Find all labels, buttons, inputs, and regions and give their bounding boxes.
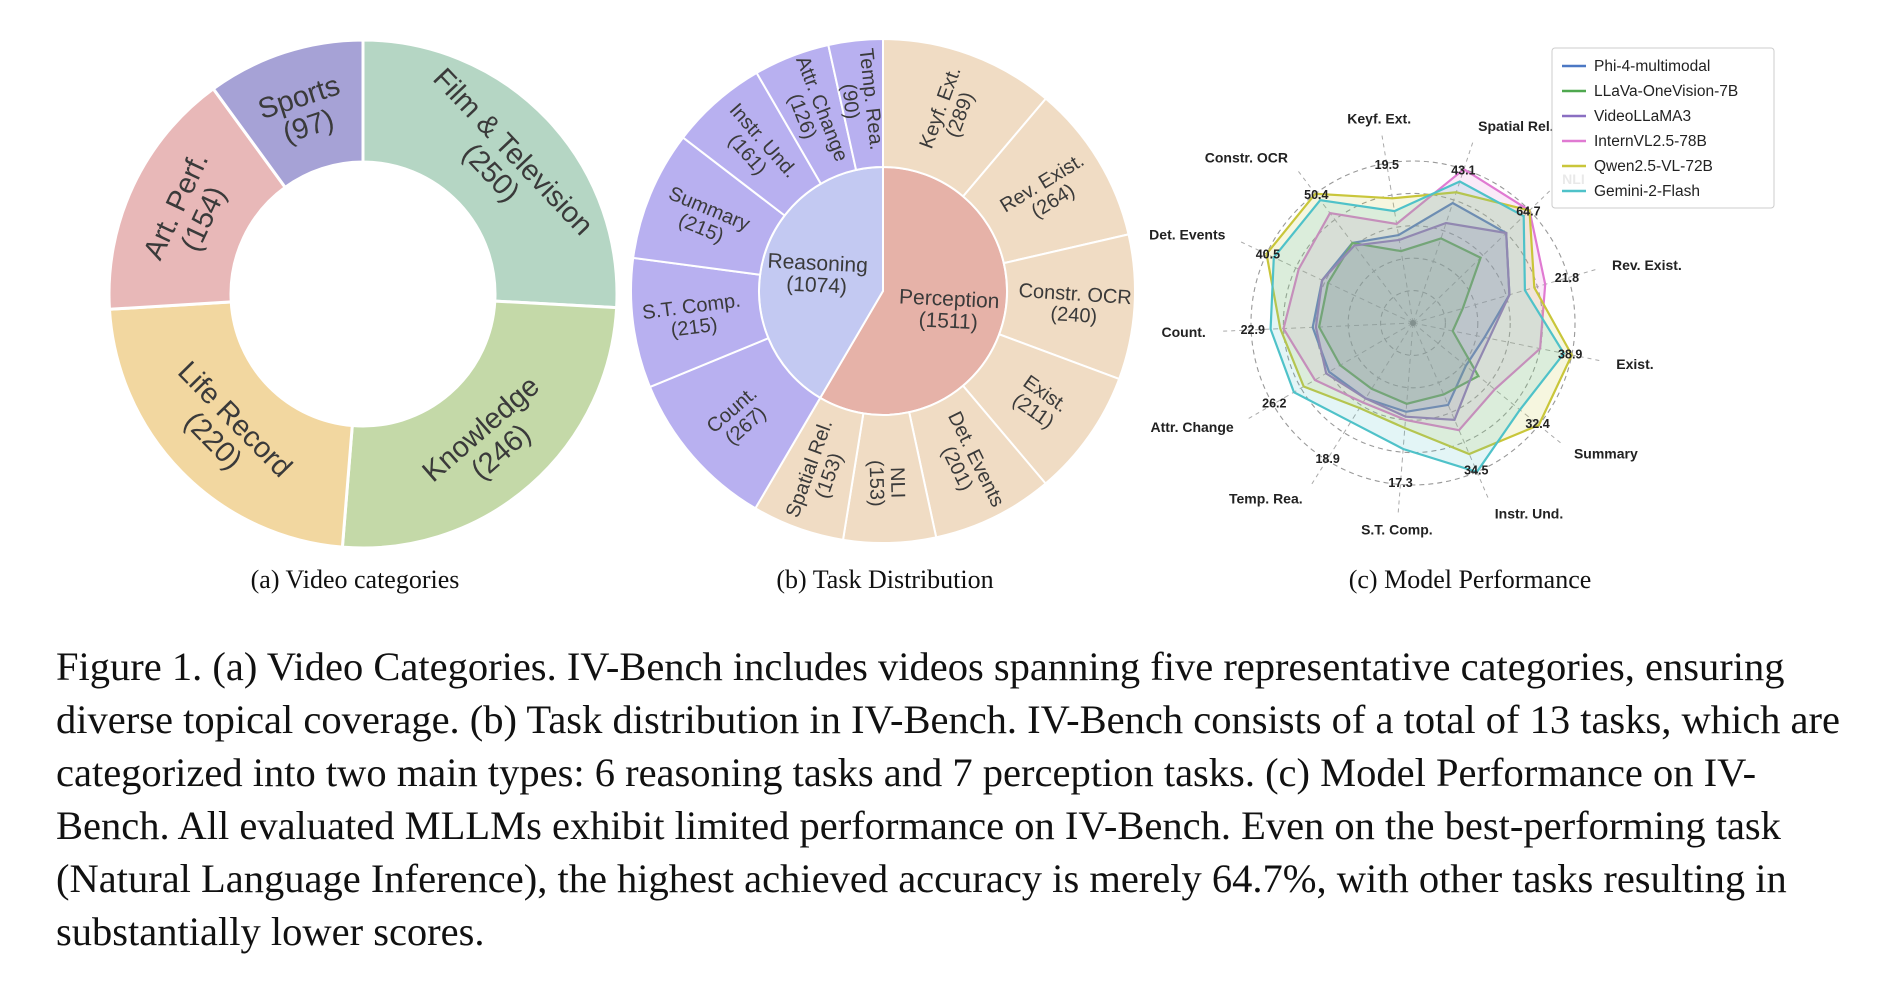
radar-axis-label-attr-change: Attr. Change [1150,419,1233,435]
donut-slice-sports [211,38,365,190]
radar-series-videollama3 [1314,221,1511,421]
video-categories-donut: Film & Television(250)Knowledge(246)Life… [107,38,619,550]
radar-axis-label-count: Count. [1162,324,1206,340]
donut-slice-life-record [107,300,354,549]
radar-axis-label-constr-ocr: Constr. OCR [1205,150,1288,166]
radar-max-label-spatial-rel: 43.1 [1451,164,1475,178]
radar-spoke [1412,322,1540,426]
legend-entry-internvl2-5-78b: InternVL2.5-78B [1594,133,1707,150]
radar-leader [1476,471,1489,499]
radar-spoke [1412,210,1530,324]
radar-max-label-summary: 32.4 [1525,417,1549,431]
radar-series-llava-onevision-7b [1317,237,1482,405]
radar-legend: Phi-4-multimodal LLaVa-OneVision-7B VideoL… [1551,47,1775,209]
radar-leader [1538,424,1562,444]
radar-spoke [1272,322,1414,405]
radar-max-label-attr-change: 26.2 [1262,397,1286,411]
figure-caption: Figure 1. (a) Video Categories. IV-Bench… [56,644,1840,954]
radar-max-label-nli: 64.7 [1516,205,1540,219]
panel-caption-c: (c) Model Performance [1348,565,1592,594]
radar-spoke [1251,322,1414,331]
radar-max-label-keyf-ext: 19.5 [1375,158,1399,172]
radar-grid-ring [1380,290,1446,356]
radar-series-phi-4-multimodal [1311,201,1511,413]
radar-max-label-det-events: 40.5 [1256,248,1280,262]
radar-grid-ring [1347,257,1479,389]
radar-leader [1397,484,1401,514]
radar-axis-label-summary: Summary [1574,446,1638,462]
radar-leader [1381,134,1388,164]
inner-label-reasoning: Reasoning(1074) [766,250,868,300]
outer-label-temp-rea: Temp. Rea.(90) [834,47,888,153]
radar-spoke [1386,163,1414,324]
outer-slice-temp-rea [827,37,884,172]
radar-series-internvl2-5-78b [1282,167,1547,432]
radar-spoke [1266,253,1414,324]
radar-series-qwen2-5-vl-72b [1265,191,1574,456]
radar-max-label-s-t-comp: 17.3 [1388,476,1412,490]
model-performance-radar: 64.7 21.8 38.9 32.4 34.5 17.3 18.9 26.2 22.9 40.5… [1149,47,1775,538]
radar-grid-ring [1250,160,1576,486]
radar-axis-label-instr-und: Instr. Und. [1495,506,1563,522]
panel-caption-a: (a) Video categories [250,565,460,594]
legend-entry-phi-4-multimodal: Phi-4-multimodal [1594,58,1710,75]
radar-leader [1239,241,1267,255]
radar-axis-label-temp-rea: Temp. Rea. [1229,491,1303,507]
radar-axis-label-spatial-rel: Spatial Rel. [1478,118,1553,134]
radar-spoke [1326,322,1414,461]
legend-entry-videollama3: VideoLLaMA3 [1594,108,1691,125]
legend-entry-gemini-2-flash: Gemini-2-Flash [1594,183,1700,200]
radar-leader [1247,403,1274,420]
task-distribution-sunburst: Perception(1511)Reasoning(1074)Keyf. Ext… [630,37,1136,544]
panel-caption-b: (b) Task Distribution [776,565,994,594]
legend-entry-qwen2-5-vl-72b: Qwen2.5-VL-72B [1594,158,1713,175]
legend-entry-llava-onevision-7b: LLaVa-OneVision-7B [1594,83,1738,100]
radar-axis-label-keyf-ext: Keyf. Ext. [1347,110,1411,126]
radar-leader [1568,268,1597,278]
radar-spoke [1412,322,1478,473]
radar-max-label-exist: 38.9 [1558,348,1582,362]
radar-max-label-temp-rea: 18.9 [1315,452,1339,466]
radar-leader [1529,189,1551,211]
radar-center [1410,320,1416,326]
radar-max-label-instr-und: 34.5 [1464,463,1488,477]
radar-spoke [1314,193,1414,324]
outer-label-nli: NLI(153) [865,459,909,507]
radar-grid-ring [1315,225,1511,421]
radar-leader [1221,329,1252,332]
radar-spoke [1412,277,1569,324]
radar-leader [1571,354,1601,362]
radar-axis-label-s-t-comp: S.T. Comp. [1361,522,1433,538]
donut-slice-film-television [361,38,619,310]
inner-label-perception: Perception(1511) [898,285,1000,335]
donut-slice-art-perf [107,86,288,311]
legend-box [1551,47,1775,209]
radar-axis-label-exist: Exist. [1616,356,1653,372]
radar-axis-label-det-events: Det. Events [1149,227,1225,243]
radar-max-label-constr-ocr: 50.4 [1304,188,1328,202]
radar-spoke [1412,169,1465,324]
radar-max-label-rev-exist: 21.8 [1555,271,1579,285]
radar-series-gemini-2-flash [1269,180,1566,474]
radar-axis-label-rev-exist: Rev. Exist. [1612,257,1682,273]
radar-leader [1297,170,1316,195]
radar-leader [1310,459,1328,486]
donut-slice-knowledge [340,299,619,550]
radar-max-label-count: 22.9 [1241,323,1265,337]
radar-leader [1463,141,1474,170]
radar-spoke [1412,322,1572,356]
